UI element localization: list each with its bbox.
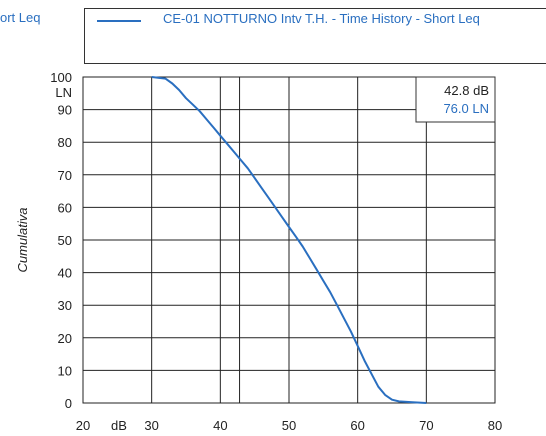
readout-ln-value: 76.0 LN: [443, 101, 489, 116]
x-tick-label: 70: [419, 418, 433, 433]
y-tick-label: 20: [58, 331, 72, 346]
y-tick-label: 80: [58, 135, 72, 150]
y-tick-label: 10: [58, 363, 72, 378]
x-tick-label: 20: [76, 418, 90, 433]
x-tick-label: 80: [488, 418, 502, 433]
y-tick-label: 90: [58, 103, 72, 118]
y-tick-label: 30: [58, 298, 72, 313]
x-tick-label: 60: [350, 418, 364, 433]
x-tick-label: 50: [282, 418, 296, 433]
chart-series: [151, 76, 427, 404]
y-tick-label: 60: [58, 200, 72, 215]
x-tick-labels: 20 30 40 50 60 70 80: [76, 418, 502, 433]
header-partial-label: ort Leq: [0, 10, 41, 25]
legend-box: CE-01 NOTTURNO Intv T.H. - Time History …: [84, 8, 546, 64]
y-tick-label: 70: [58, 168, 72, 183]
y-axis-top-label: LN: [55, 85, 72, 100]
x-axis-label: dB: [111, 418, 127, 433]
y-tick-labels: 0 10 20 30 40 50 60 70 80 90 100: [50, 70, 72, 411]
x-tick-label: 30: [144, 418, 158, 433]
y-tick-label: 100: [50, 70, 72, 85]
value-readout-box: 42.8 dB 76.0 LN: [415, 76, 496, 123]
legend-series-label: CE-01 NOTTURNO Intv T.H. - Time History …: [163, 11, 480, 26]
chart-grid: [82, 76, 496, 404]
legend-line-swatch: [97, 20, 141, 22]
readout-db-value: 42.8 dB: [444, 83, 489, 98]
y-axis-label: Cumulativa: [15, 207, 30, 272]
x-tick-label: 40: [213, 418, 227, 433]
y-tick-label: 50: [58, 233, 72, 248]
y-tick-label: 40: [58, 266, 72, 281]
series-line: [151, 76, 427, 404]
y-tick-label: 0: [65, 396, 72, 411]
